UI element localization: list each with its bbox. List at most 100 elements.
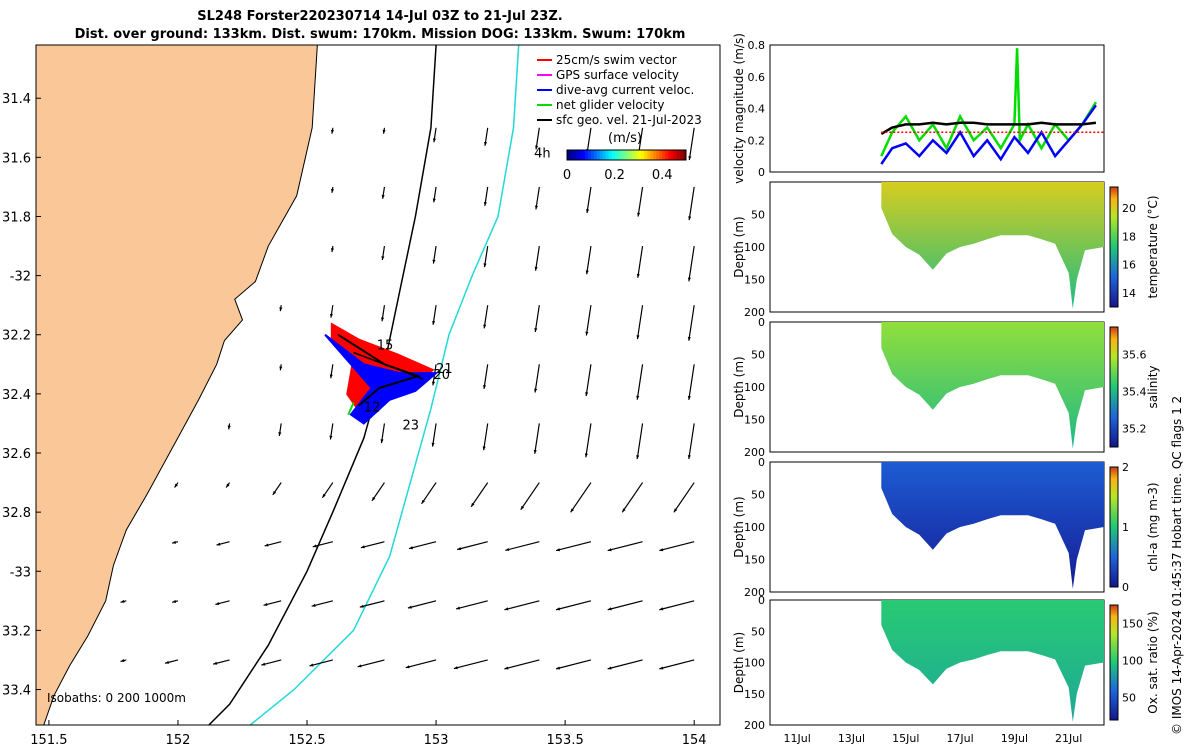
geo-velocity-arrow — [359, 600, 385, 608]
geo-velocity-arrowhead — [407, 605, 412, 609]
geo-velocity-arrowhead — [659, 548, 664, 552]
geo-velocity-arrow — [534, 305, 540, 333]
profile-variable-label: chl-a (mg m-3) — [1146, 482, 1160, 571]
map-y-tick-label: 32.2 — [2, 329, 31, 344]
profile-colorbar-tick-label: 50 — [1122, 692, 1136, 705]
geo-velocity-arrowhead — [688, 156, 692, 161]
profile-y-tick-label: 0 — [758, 316, 765, 329]
geo-velocity-arrowhead — [432, 259, 436, 264]
time-x-tick-label: 15Jul — [892, 732, 919, 745]
geo-velocity-arrow — [504, 600, 540, 611]
geo-velocity-arrow — [455, 600, 488, 610]
colorbar-segment — [650, 150, 654, 160]
profile-colorbar-tick-label: 16 — [1122, 259, 1136, 272]
geo-velocity-arrowhead — [483, 263, 487, 268]
map-plot-area — [36, 45, 695, 725]
geo-velocity-arrow — [586, 245, 592, 275]
colorbar-segment — [578, 150, 583, 160]
map-y-tick-label: 31.6 — [2, 151, 31, 166]
chart-subtitle: Dist. over ground: 133km. Dist. swum: 17… — [74, 27, 686, 42]
map-x-tick-label: 152 — [166, 733, 191, 748]
colorbar-segment — [599, 150, 604, 160]
geo-velocity-arrowhead — [607, 548, 612, 552]
profile-colorbar-tick-label: 35.4 — [1122, 386, 1147, 399]
geo-velocity-arrowhead — [312, 544, 317, 548]
geo-velocity-arrowhead — [357, 664, 362, 668]
profile-variable-label: Ox. sat. ratio (%) — [1146, 611, 1160, 713]
geo-velocity-arrow — [688, 127, 695, 161]
geo-velocity-arrowhead — [263, 602, 268, 606]
geo-velocity-arrow — [453, 659, 488, 670]
geo-velocity-arrow — [607, 600, 643, 611]
map-y-tick-label: 31.4 — [2, 92, 31, 107]
colorbar-segment — [581, 150, 586, 160]
map-x-tick-label: 153.5 — [547, 733, 584, 748]
geo-velocity-arrowhead — [456, 606, 461, 610]
credit-text: © IMOS 14-Apr-2024 01:45:37 Hobart time.… — [1170, 395, 1184, 735]
legend-entry: 25cm/s swim vector — [556, 53, 677, 67]
geo-velocity-arrowhead — [636, 273, 640, 278]
geo-velocity-arrowhead — [227, 425, 231, 430]
map-frame — [35, 44, 721, 726]
time-x-tick-label: 19Jul — [1001, 732, 1028, 745]
geo-velocity-arrowhead — [687, 277, 691, 282]
geo-velocity-arrowhead — [330, 188, 335, 193]
geo-velocity-arrow — [585, 423, 592, 458]
geo-velocity-arrowhead — [483, 324, 487, 329]
geo-velocity-arrowhead — [309, 663, 314, 667]
land-area — [36, 45, 318, 725]
colorbar-segment — [593, 150, 598, 160]
profile-colorbar — [1109, 466, 1119, 588]
geo-velocity-arrowhead — [622, 508, 626, 513]
geo-velocity-arrowhead — [688, 216, 692, 221]
profile-y-tick-label: 200 — [744, 306, 765, 319]
geo-velocity-arrowhead — [636, 395, 640, 400]
track-label: 4h — [534, 146, 551, 161]
geo-velocity-arrowhead — [380, 439, 384, 444]
profile-section — [881, 322, 1104, 449]
geo-velocity-arrowhead — [330, 129, 335, 134]
profile-y-tick-label: 200 — [744, 586, 765, 599]
colorbar-segment — [608, 150, 613, 160]
geo-velocity-arrow — [309, 659, 333, 667]
profile-y-tick-label: 200 — [744, 719, 765, 732]
geo-velocity-arrow — [659, 541, 695, 552]
geo-velocity-arrowhead — [382, 129, 386, 134]
map-x-tick-label: 153 — [424, 733, 449, 748]
velocity-y-tick-label: 0.4 — [748, 103, 766, 116]
map-y-tick-label: -32 — [10, 270, 31, 285]
geo-velocity-arrowhead — [584, 453, 588, 458]
geo-velocity-arrow — [659, 600, 695, 611]
colorbar-segment — [617, 150, 622, 160]
geo-velocity-arrow — [483, 423, 489, 451]
profile-colorbar-tick-label: 35.6 — [1122, 349, 1147, 362]
dive-current-band — [324, 333, 439, 425]
geo-velocity-arrow — [688, 364, 695, 400]
map-y-tick-label: 33.2 — [2, 624, 31, 639]
geo-velocity-arrow — [659, 659, 695, 670]
profile-y-tick-label: 50 — [751, 489, 765, 502]
geo-velocity-arrowhead — [381, 317, 385, 322]
geo-velocity-arrowhead — [534, 205, 539, 210]
profile-y-tick-label: 150 — [744, 274, 765, 287]
geo-velocity-arrowhead — [226, 483, 230, 488]
geo-velocity-arrow — [688, 423, 695, 460]
time-x-tick-label: 11Jul — [784, 732, 811, 745]
geo-velocity-arrow — [555, 659, 592, 670]
geo-velocity-arrowhead — [174, 483, 178, 488]
profile-y-label: Depth (m) — [732, 496, 746, 557]
colorbar-segment — [569, 150, 574, 160]
profile-y-tick-label: 50 — [751, 209, 765, 222]
map-y-tick-label: 32.8 — [2, 506, 31, 521]
geo-velocity-arrowhead — [322, 493, 326, 498]
colorbar-segment — [662, 150, 666, 160]
geo-velocity-arrowhead — [585, 270, 589, 275]
isobath-1000m — [249, 45, 520, 725]
geo-velocity-arrow — [357, 659, 385, 668]
geo-velocity-arrowhead — [483, 141, 488, 146]
profile-colorbar — [1109, 604, 1119, 721]
geo-velocity-arrow — [421, 482, 437, 505]
colorbar-segment — [665, 150, 669, 160]
geo-velocity-arrow — [555, 541, 592, 552]
geo-velocity-arrowhead — [172, 599, 177, 603]
